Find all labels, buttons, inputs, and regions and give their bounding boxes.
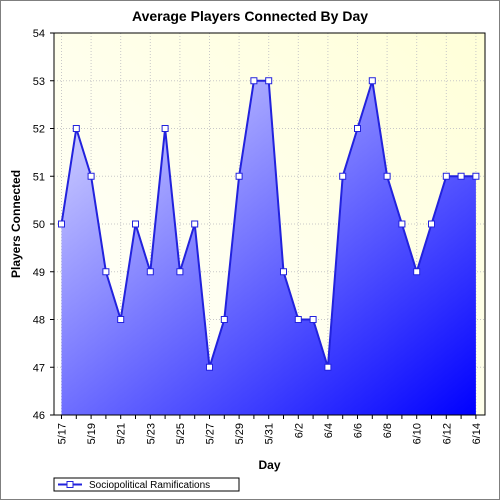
x-tick-label: 6/12	[441, 423, 453, 444]
y-tick-label: 47	[33, 362, 45, 374]
legend: Sociopolitical Ramifications	[53, 477, 240, 492]
data-point	[324, 363, 332, 371]
data-point	[206, 363, 213, 371]
data-point	[220, 316, 228, 323]
x-tick-label: 6/8	[382, 423, 394, 438]
data-point	[146, 268, 154, 276]
x-tick-label: 6/14	[471, 423, 483, 444]
data-point	[457, 172, 465, 180]
data-point	[161, 125, 169, 132]
data-point	[87, 172, 95, 180]
x-axis-title: Day	[258, 458, 280, 472]
data-point	[309, 316, 317, 323]
data-point	[176, 268, 184, 276]
x-axis: 5/17 5/19 5/21 5/23 5/25 5/27 5/29 5/31 6/2 6/4 6/…	[57, 415, 483, 444]
legend-entry-label: Sociopolitical Ramifications	[89, 480, 210, 491]
y-tick-label: 53	[33, 76, 45, 88]
data-point	[132, 220, 139, 228]
y-axis: 46 47 48 49 50 51 52 53 54	[33, 28, 54, 422]
data-point	[413, 268, 421, 276]
x-tick-label: 5/17	[57, 423, 69, 444]
data-point	[265, 77, 273, 85]
y-tick-label: 46	[33, 410, 45, 422]
data-point	[117, 316, 125, 323]
y-tick-label: 54	[33, 28, 45, 40]
data-point	[368, 77, 376, 85]
y-tick-label: 49	[33, 267, 45, 279]
data-point	[442, 172, 450, 180]
x-tick-label: 5/23	[145, 423, 157, 444]
legend-box	[53, 477, 240, 492]
data-point	[428, 220, 435, 228]
series-area	[61, 80, 476, 415]
chart-title: Average Players Connected By Day	[131, 8, 369, 24]
data-point	[294, 316, 302, 323]
data-point	[191, 220, 199, 228]
data-point	[235, 172, 243, 180]
y-tick-label: 48	[33, 315, 45, 327]
x-tick-label: 6/6	[353, 423, 365, 438]
data-point	[339, 172, 347, 180]
x-tick-label: 6/2	[293, 423, 305, 438]
x-tick-label: 5/27	[205, 423, 217, 444]
legend-swatch-marker	[66, 481, 74, 488]
data-point	[72, 125, 80, 132]
x-tick-label: 6/4	[323, 423, 335, 438]
y-tick-label: 50	[33, 219, 45, 231]
x-tick-label: 5/21	[116, 423, 128, 444]
x-tick-label: 5/25	[175, 423, 187, 444]
data-point	[102, 268, 110, 276]
data-point	[398, 220, 406, 228]
data-point	[354, 125, 361, 132]
data-point	[280, 268, 287, 276]
y-tick-label: 51	[33, 171, 45, 183]
data-point	[383, 172, 391, 180]
data-point	[472, 172, 480, 180]
x-tick-label: 5/19	[86, 423, 98, 444]
y-axis-title: Players Connected	[9, 170, 23, 278]
data-point	[250, 77, 258, 85]
y-tick-label: 52	[33, 124, 45, 136]
x-tick-label: 6/10	[412, 423, 424, 444]
series-markers	[58, 77, 480, 371]
x-tick-label: 5/29	[234, 423, 246, 444]
data-point	[58, 220, 65, 228]
x-tick-label: 5/31	[264, 423, 276, 444]
